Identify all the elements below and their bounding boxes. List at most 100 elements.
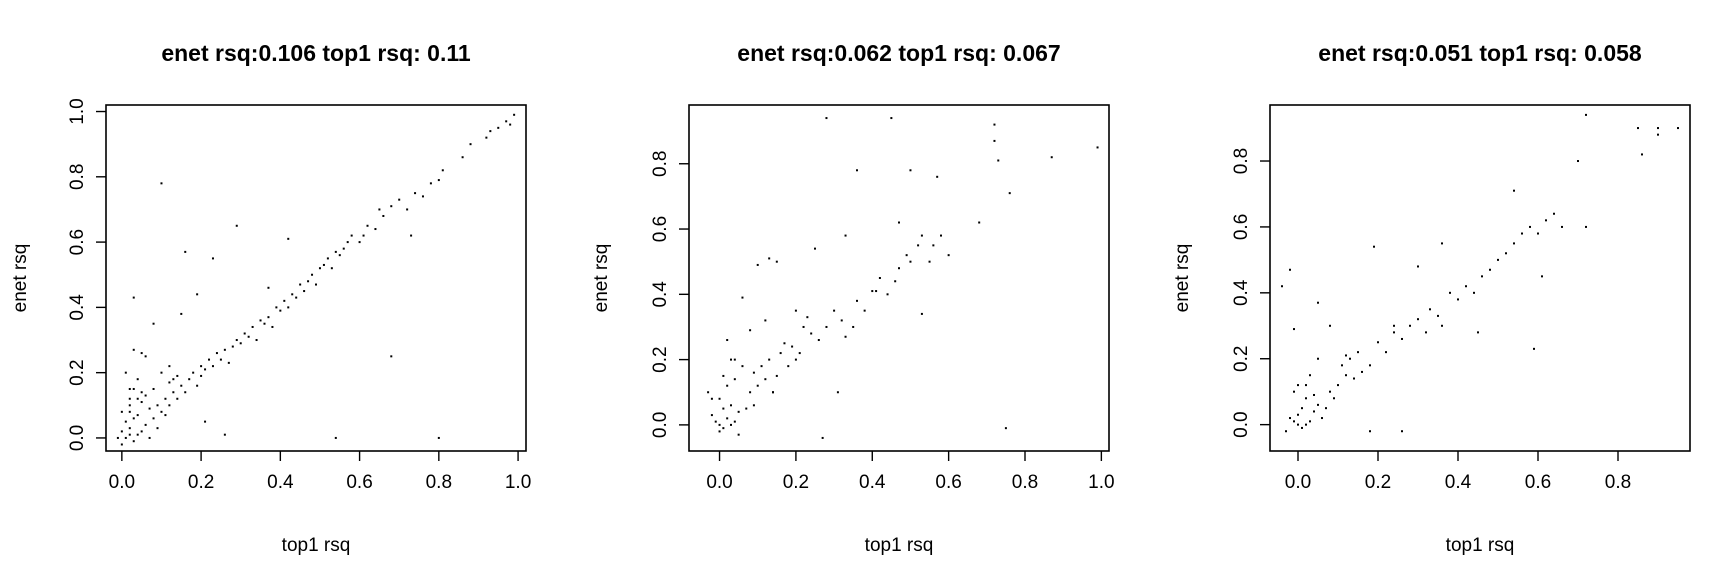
panel-2-point-42 bbox=[863, 309, 866, 312]
panel-1-point-29 bbox=[168, 381, 171, 384]
panel-1-y-tick-label-2: 0.4 bbox=[67, 294, 88, 321]
panel-1-point-48 bbox=[243, 332, 246, 335]
panel-1-point-22 bbox=[160, 410, 163, 413]
panel-3-point-16 bbox=[1325, 407, 1327, 410]
panel-2-point-66 bbox=[1008, 192, 1011, 195]
panel-2-y-tick-label-3: 0.6 bbox=[650, 216, 671, 242]
panel-1-point-118 bbox=[124, 371, 127, 374]
scatter-panel-1: enet rsq:0.106 top1 rsq: 0.11 top1 rsq e… bbox=[10, 40, 531, 556]
panel-3-point-58 bbox=[1657, 127, 1659, 130]
panel-3-x-tick-label-3: 0.6 bbox=[1525, 472, 1551, 493]
panel-3-point-27 bbox=[1369, 364, 1371, 367]
panel-1-point-9 bbox=[132, 417, 135, 420]
panel-1-point-56 bbox=[275, 306, 278, 309]
panel-2-point-80 bbox=[764, 319, 767, 322]
panel-1-point-107 bbox=[211, 257, 214, 260]
panel-1-point-59 bbox=[287, 306, 290, 309]
panel-1-point-97 bbox=[513, 113, 516, 116]
panel-1-point-122 bbox=[156, 427, 159, 430]
panel-1-point-102 bbox=[390, 355, 393, 358]
panel-2-point-47 bbox=[898, 267, 900, 270]
panel-3-x-tick-label-4: 0.8 bbox=[1605, 472, 1631, 493]
scatter-panel-3: enet rsq:0.051 top1 rsq: 0.058 top1 rsq … bbox=[1172, 40, 1691, 556]
panel-1-point-52 bbox=[259, 319, 262, 322]
panel-1-point-32 bbox=[176, 374, 179, 377]
panel-1-point-11 bbox=[128, 404, 131, 407]
panel-1-point-66 bbox=[315, 283, 317, 286]
panel-1-point-37 bbox=[204, 368, 207, 371]
panel-2-point-69 bbox=[875, 290, 878, 293]
scatter-panel-2: enet rsq:0.062 top1 rsq: 0.067 top1 rsq … bbox=[591, 40, 1115, 556]
panel-3-point-8 bbox=[1309, 420, 1311, 423]
panel-2-point-13 bbox=[722, 374, 725, 377]
panel-1-point-85 bbox=[414, 192, 417, 195]
panel-1-point-80 bbox=[378, 208, 381, 211]
panel-3-point-45 bbox=[1505, 252, 1507, 255]
panel-2-point-27 bbox=[787, 365, 790, 368]
panel-1-point-30 bbox=[180, 384, 183, 387]
panel-2-point-87 bbox=[733, 378, 736, 381]
panel-3-point-71 bbox=[1289, 268, 1291, 271]
panel-1-point-95 bbox=[505, 120, 508, 123]
panel-1-x-tick-label-5: 1.0 bbox=[505, 472, 531, 493]
panel-1-point-113 bbox=[180, 312, 183, 315]
panel-1-point-125 bbox=[128, 410, 131, 413]
panel-2-point-67 bbox=[978, 221, 981, 224]
panel-1-point-75 bbox=[350, 234, 353, 237]
panel-2-point-5 bbox=[730, 423, 732, 426]
panel-2-point-36 bbox=[825, 325, 828, 328]
panel-3-point-29 bbox=[1385, 351, 1387, 354]
panel-1-point-92 bbox=[485, 136, 488, 139]
panel-3-point-74 bbox=[1401, 430, 1403, 433]
panel-3-point-3 bbox=[1289, 417, 1291, 420]
panel-3-point-61 bbox=[1513, 189, 1515, 192]
panel-1-point-109 bbox=[267, 286, 270, 289]
panel-3-point-78 bbox=[1313, 393, 1315, 396]
panel-3-point-50 bbox=[1545, 219, 1547, 222]
panel-1-point-99 bbox=[132, 296, 135, 299]
panel-1-point-54 bbox=[267, 316, 270, 319]
panel-1-point-79 bbox=[374, 228, 377, 231]
panel-3-point-5 bbox=[1297, 413, 1299, 416]
panel-1-point-23 bbox=[152, 387, 155, 390]
panel-1-point-74 bbox=[346, 241, 349, 244]
panel-1-y-axis-label: enet rsq bbox=[10, 244, 31, 313]
panel-2-y-tick-label-4: 0.8 bbox=[650, 151, 671, 177]
panel-2-point-64 bbox=[909, 169, 912, 172]
panel-1-point-10 bbox=[120, 410, 123, 413]
panel-1-point-3 bbox=[132, 440, 135, 443]
panel-2-x-tick-label-3: 0.6 bbox=[935, 472, 961, 493]
panel-2-point-79 bbox=[1004, 427, 1007, 430]
panel-3-point-32 bbox=[1409, 324, 1411, 327]
panel-3-point-42 bbox=[1481, 275, 1483, 278]
panel-2-point-61 bbox=[1050, 156, 1053, 159]
panel-2-point-4 bbox=[718, 430, 721, 433]
panel-1-point-89 bbox=[441, 169, 444, 172]
panel-2-point-6 bbox=[710, 414, 713, 417]
panel-1-point-68 bbox=[322, 263, 325, 266]
panel-1-point-38 bbox=[208, 358, 211, 361]
panel-3-point-9 bbox=[1305, 397, 1307, 400]
panel-1-point-82 bbox=[390, 205, 393, 208]
panel-2-title: enet rsq:0.062 top1 rsq: 0.067 bbox=[737, 40, 1060, 66]
panel-1-point-14 bbox=[128, 397, 131, 400]
panel-2-point-76 bbox=[726, 339, 729, 342]
panel-2-point-82 bbox=[730, 358, 732, 361]
panel-1-point-7 bbox=[124, 420, 127, 423]
panel-1-point-15 bbox=[132, 387, 135, 390]
panel-1-point-45 bbox=[231, 345, 234, 348]
panel-2-point-52 bbox=[928, 260, 931, 263]
panel-1-point-71 bbox=[334, 250, 337, 253]
panel-2-point-46 bbox=[894, 280, 897, 283]
panel-2-point-57 bbox=[890, 117, 893, 120]
panel-2-point-89 bbox=[772, 391, 774, 394]
panel-1-point-70 bbox=[330, 267, 333, 270]
panel-1-point-57 bbox=[279, 309, 282, 312]
panel-1-x-axis-label: top1 rsq bbox=[282, 535, 351, 556]
panel-2-point-72 bbox=[768, 257, 771, 260]
panel-1-point-31 bbox=[184, 391, 187, 394]
panel-1-point-58 bbox=[283, 299, 286, 302]
panel-1-y-tick-label-0: 0.0 bbox=[67, 425, 88, 451]
panel-3-point-23 bbox=[1353, 377, 1355, 380]
